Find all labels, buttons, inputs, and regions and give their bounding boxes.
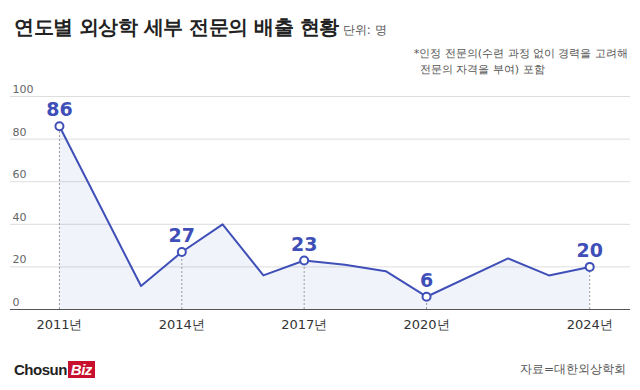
svg-text:2024년: 2024년: [567, 317, 613, 332]
svg-text:2020년: 2020년: [404, 317, 450, 332]
html-text:자료=대한외상학회: 자료=대한외상학회: [519, 362, 626, 376]
html-text:전문의 자격을 부여) 포함: 전문의 자격을 부여) 포함: [419, 63, 545, 76]
svg-text:100: 100: [13, 83, 34, 96]
html-text:*인정 전문의(수련 과정 없이 경력을 고려해: *인정 전문의(수련 과정 없이 경력을 고려해: [413, 47, 628, 60]
svg-text:0: 0: [13, 296, 20, 309]
svg-text:80: 80: [13, 126, 27, 139]
html-text:Chosun Biz: Chosun Biz: [14, 361, 92, 378]
svg-text:86: 86: [46, 98, 72, 120]
svg-text:23: 23: [291, 233, 317, 255]
svg-text:2011년: 2011년: [36, 317, 82, 332]
svg-text:6: 6: [420, 269, 433, 291]
html-text:연도별 외상학 세부 전문의 배출 현황단위: 명: 연도별 외상학 세부 전문의 배출 현황단위: 명: [14, 15, 387, 39]
svg-text:27: 27: [169, 224, 195, 246]
svg-text:2014년: 2014년: [159, 317, 205, 332]
svg-text:40: 40: [13, 211, 27, 224]
svg-text:2017년: 2017년: [281, 317, 327, 332]
svg-text:20: 20: [13, 253, 27, 266]
svg-text:60: 60: [13, 168, 27, 181]
svg-text:20: 20: [576, 239, 602, 261]
